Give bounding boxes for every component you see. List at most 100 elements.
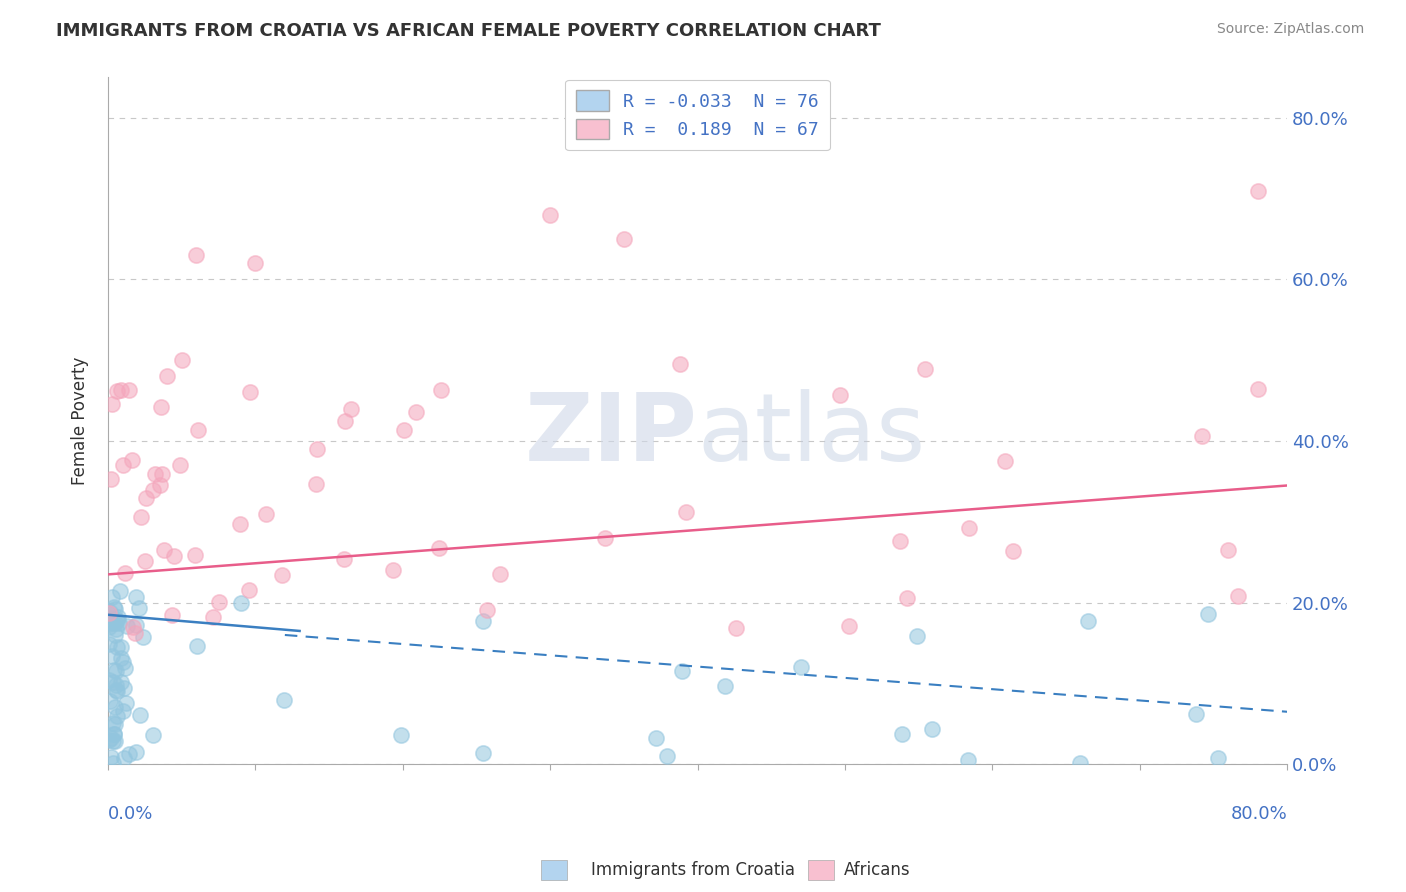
- Point: [714, 679, 737, 693]
- Point: [103, 727, 125, 741]
- Point: [100, 750, 122, 764]
- Text: atlas: atlas: [697, 389, 925, 481]
- Point: [105, 665, 128, 679]
- Point: [430, 383, 453, 397]
- Point: [156, 369, 179, 384]
- Point: [1246, 184, 1268, 198]
- Point: [124, 626, 146, 640]
- Point: [135, 491, 157, 505]
- Point: [145, 467, 167, 482]
- Point: [98, 605, 121, 619]
- Point: [101, 615, 124, 629]
- Point: [921, 722, 943, 736]
- Point: [110, 675, 132, 690]
- Point: [1001, 543, 1024, 558]
- Point: [129, 510, 152, 524]
- Point: [163, 549, 186, 563]
- Point: [128, 708, 150, 723]
- Point: [103, 727, 125, 741]
- Point: [104, 628, 127, 642]
- Point: [104, 601, 127, 615]
- Point: [238, 582, 260, 597]
- Point: [392, 423, 415, 437]
- Point: [105, 384, 128, 398]
- Point: [101, 590, 124, 604]
- Point: [97, 637, 120, 651]
- Point: [307, 442, 329, 457]
- Text: Africans: Africans: [844, 861, 910, 879]
- Point: [186, 248, 208, 262]
- Point: [905, 629, 928, 643]
- Point: [100, 472, 122, 486]
- Point: [1069, 756, 1091, 770]
- Point: [427, 541, 450, 555]
- Text: 0.0%: 0.0%: [108, 805, 153, 823]
- Point: [914, 362, 936, 376]
- Point: [149, 400, 172, 414]
- Point: [488, 566, 510, 581]
- Point: [108, 615, 131, 630]
- Point: [125, 745, 148, 759]
- Point: [105, 640, 128, 655]
- Point: [100, 396, 122, 410]
- Point: [114, 566, 136, 581]
- Point: [160, 607, 183, 622]
- Point: [1247, 382, 1270, 396]
- Point: [98, 607, 121, 621]
- Point: [957, 753, 980, 767]
- Point: [104, 682, 127, 697]
- Point: [1185, 707, 1208, 722]
- Point: [97, 619, 120, 633]
- Point: [134, 554, 156, 568]
- Text: 80.0%: 80.0%: [1230, 805, 1286, 823]
- Point: [100, 615, 122, 630]
- Point: [150, 467, 173, 481]
- Point: [340, 402, 363, 417]
- Point: [790, 659, 813, 673]
- Point: [593, 531, 616, 545]
- Point: [103, 733, 125, 747]
- Point: [472, 614, 495, 628]
- Point: [121, 453, 143, 467]
- Point: [110, 650, 132, 665]
- Point: [994, 454, 1017, 468]
- Point: [889, 533, 911, 548]
- Point: [101, 649, 124, 664]
- Point: [103, 756, 125, 770]
- Point: [304, 477, 326, 491]
- Point: [112, 458, 135, 473]
- Point: [104, 717, 127, 731]
- Point: [184, 548, 207, 562]
- Point: [142, 728, 165, 742]
- Point: [115, 696, 138, 710]
- Text: Immigrants from Croatia: Immigrants from Croatia: [591, 861, 794, 879]
- Text: Source: ZipAtlas.com: Source: ZipAtlas.com: [1216, 22, 1364, 37]
- Point: [103, 599, 125, 614]
- Point: [828, 388, 851, 402]
- Point: [229, 596, 252, 610]
- Point: [105, 677, 128, 691]
- Point: [239, 384, 262, 399]
- Point: [245, 256, 267, 270]
- Point: [669, 358, 692, 372]
- Point: [142, 483, 165, 497]
- Point: [271, 567, 294, 582]
- Point: [125, 591, 148, 605]
- Point: [1077, 614, 1099, 628]
- Point: [97, 733, 120, 747]
- Point: [114, 661, 136, 675]
- Point: [149, 478, 172, 492]
- Point: [112, 751, 135, 765]
- Point: [103, 663, 125, 677]
- Point: [122, 620, 145, 634]
- Point: [228, 516, 250, 531]
- Point: [838, 619, 860, 633]
- Point: [100, 731, 122, 745]
- Point: [202, 610, 225, 624]
- Point: [273, 693, 295, 707]
- Point: [333, 414, 356, 428]
- Point: [725, 621, 748, 635]
- Point: [472, 746, 495, 760]
- Point: [105, 683, 128, 698]
- Point: [98, 694, 121, 708]
